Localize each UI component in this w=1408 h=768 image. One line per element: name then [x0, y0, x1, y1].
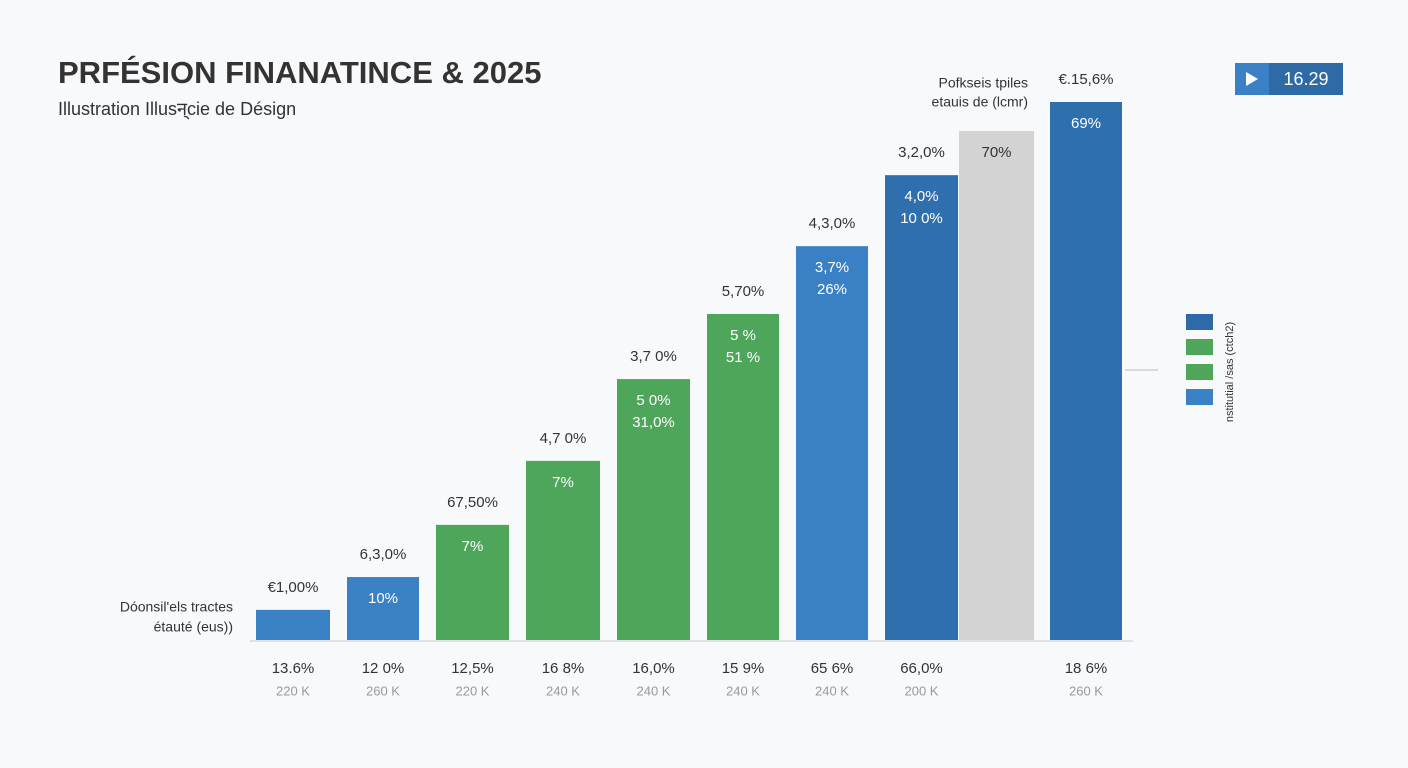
bar-top-label: €1,00% — [268, 579, 319, 596]
x-tick-label: 12,5% — [451, 660, 494, 677]
bar-top-label: 4,3,0% — [809, 215, 856, 232]
bar — [347, 577, 419, 640]
bar — [959, 131, 1034, 640]
x-tick-label: 16,0% — [632, 660, 675, 677]
x-sublabel: 260 K — [366, 683, 400, 698]
bar-top-label: 5,70% — [722, 283, 765, 300]
x-sublabel: 240 K — [815, 683, 849, 698]
x-tick-label: 12 0% — [362, 660, 405, 677]
legend-swatch — [1186, 314, 1213, 330]
badge: 16.29 — [1235, 63, 1343, 95]
bar-top-label: 3,7 0% — [630, 348, 677, 365]
bar — [1050, 102, 1122, 640]
x-sublabel: 220 K — [276, 683, 310, 698]
annotation: étauté (eus)) — [154, 619, 233, 635]
bar-top-label: 4,7 0% — [540, 430, 587, 447]
annotation: Pofkseis tpiles — [939, 75, 1028, 91]
bar — [707, 313, 779, 640]
bar — [256, 609, 330, 640]
bar-inner-label: 70% — [981, 144, 1011, 161]
bar-inner-label: 3,7% — [815, 259, 849, 276]
x-tick-label: 16 8% — [542, 660, 585, 677]
play-icon — [1246, 72, 1258, 86]
x-tick-label: 18 6% — [1065, 660, 1108, 677]
annotation: Dóonsil'els tractes — [120, 599, 233, 615]
bar-inner-label: 5 0% — [636, 392, 670, 409]
x-sublabel: 220 K — [456, 683, 490, 698]
x-tick-label: 66,0% — [900, 660, 943, 677]
bar-top-label: 6,3,0% — [360, 546, 407, 563]
x-sublabel: 240 K — [726, 683, 760, 698]
bar-inner-label: 7% — [462, 538, 484, 555]
legend-swatch — [1186, 364, 1213, 380]
bar — [617, 379, 690, 640]
bar — [436, 524, 509, 640]
x-tick-label: 13.6% — [272, 660, 315, 677]
x-sublabel: 200 K — [905, 683, 939, 698]
bar-inner-label: 7% — [552, 474, 574, 491]
legend-label: nstitutial /sas (ctch2) — [1224, 322, 1236, 422]
bar-inner-label: 69% — [1071, 115, 1101, 132]
annotation: etauis de (lcmr) — [932, 94, 1028, 110]
x-sublabel: 240 K — [546, 683, 580, 698]
bar-top-label: €.15,6% — [1058, 71, 1113, 88]
chart-subtitle: Illustration Illusन्cie de Désign — [58, 99, 296, 120]
x-tick-label: 65 6% — [811, 660, 854, 677]
badge-bg — [1269, 63, 1343, 95]
legend-swatch — [1186, 389, 1213, 405]
bar-inner-label: 4,0% — [904, 188, 938, 205]
bar-inner-label: 10% — [368, 590, 398, 607]
chart-title: PRFÉSION FINANATINCE & 2025 — [58, 55, 541, 90]
legend-swatch — [1186, 339, 1213, 355]
bar — [885, 175, 958, 640]
bar — [526, 460, 600, 640]
x-sublabel: 240 K — [637, 683, 671, 698]
bar-inner-label: 51 % — [726, 349, 760, 366]
x-sublabel: 260 K — [1069, 683, 1103, 698]
badge-value: 16.29 — [1283, 69, 1328, 89]
bar-inner-label: 26% — [817, 281, 847, 298]
bar-inner-label: 5 % — [730, 327, 756, 344]
bar-inner-label: 10 0% — [900, 210, 943, 227]
bar — [796, 246, 868, 640]
bar-top-label: 67,50% — [447, 494, 498, 511]
x-tick-label: 15 9% — [722, 660, 765, 677]
bar-top-label: 3,2,0% — [898, 144, 945, 161]
bar-inner-label: 31,0% — [632, 414, 675, 431]
